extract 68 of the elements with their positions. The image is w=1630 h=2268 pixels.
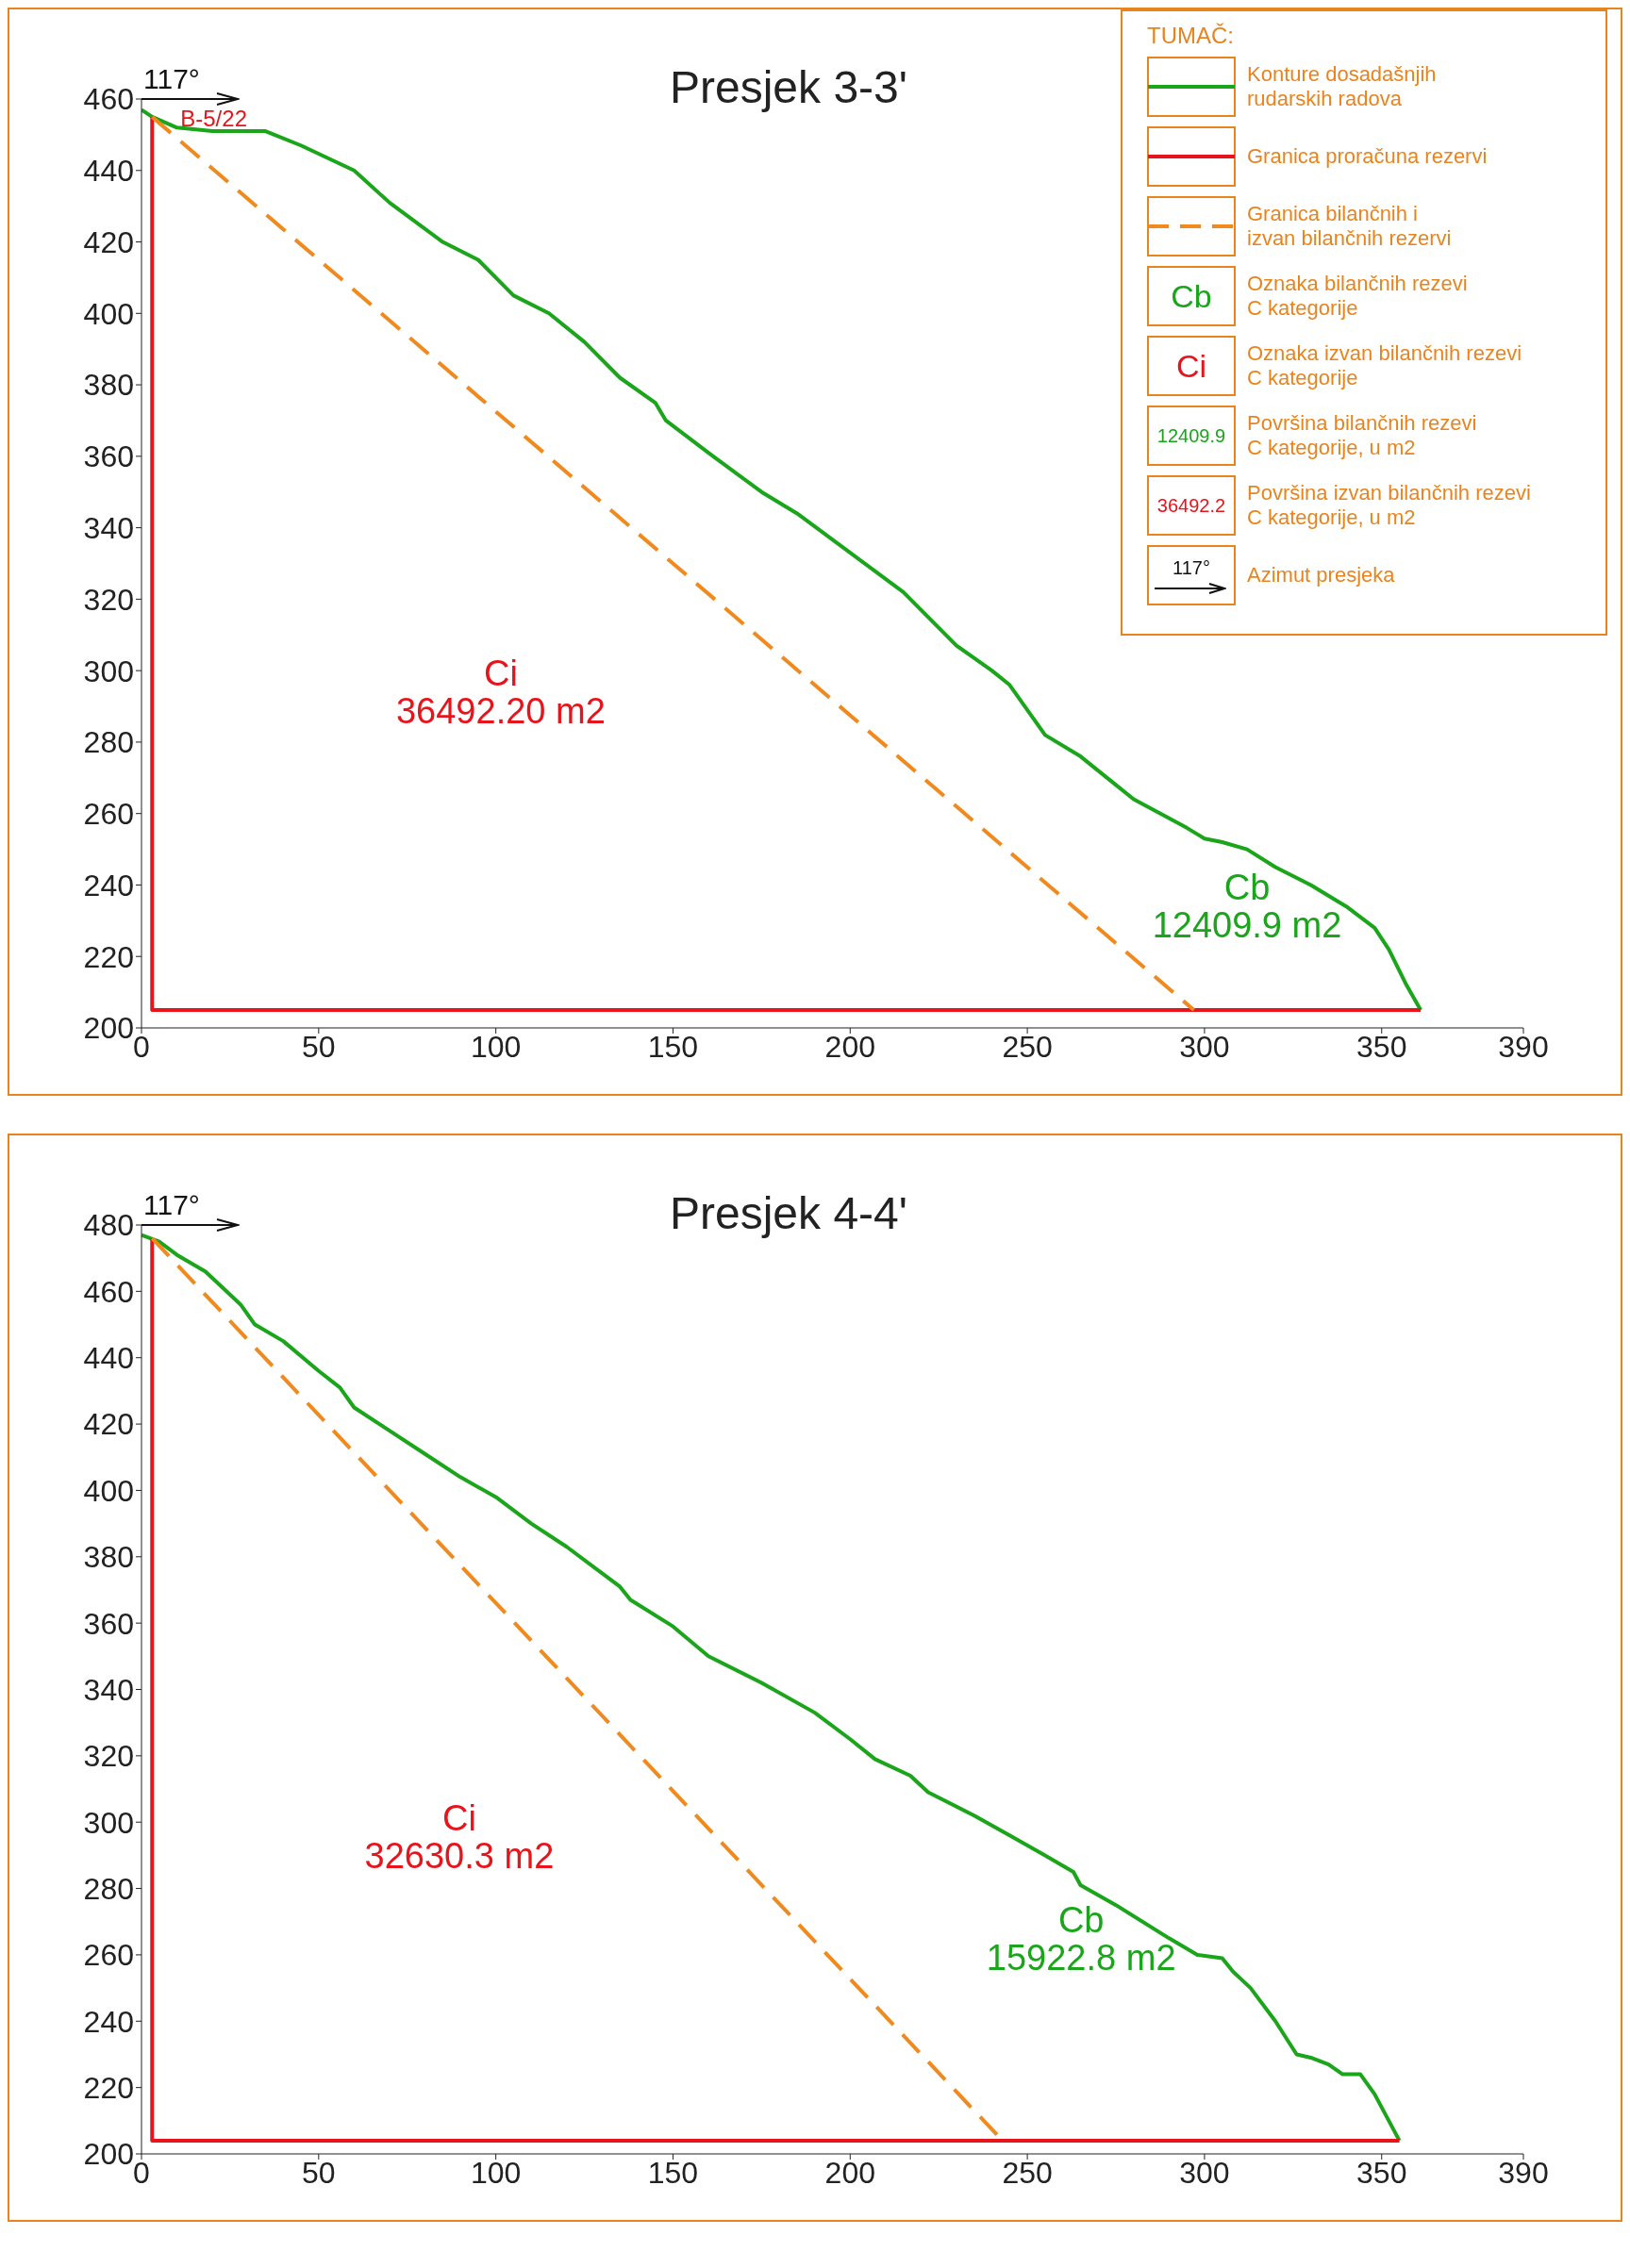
- y-tick-label: 260: [83, 1938, 134, 1973]
- annotation: Površina bilančnih rezevi C kategorije, u m2: [1247, 410, 1477, 461]
- y-tick-label: 340: [83, 1672, 134, 1707]
- annotation: Ci: [1175, 347, 1207, 385]
- text: 117°: [143, 63, 200, 95]
- y-tick-label: 420: [83, 224, 134, 259]
- y-tick-label: 300: [83, 654, 134, 688]
- legend-label: Konture dosadašnjih rudarskih radova: [1247, 61, 1437, 112]
- x-tick-label: 0: [133, 1029, 150, 1064]
- y-tick-label: 280: [83, 1871, 134, 1906]
- y-tick-label: 440: [83, 1341, 134, 1376]
- annotation: Oznaka bilančnih rezevi C kategorije: [1247, 271, 1468, 322]
- x-tick-label: 300: [1179, 1029, 1230, 1064]
- y-tick-label: 400: [83, 1473, 134, 1508]
- y-tick-label: 240: [83, 2004, 134, 2039]
- x-tick-label: 50: [302, 2155, 336, 2190]
- y-tick-label: 360: [83, 1606, 134, 1641]
- y-tick-label: 380: [83, 368, 134, 403]
- x-tick-label: 0: [133, 2155, 150, 2190]
- legend-title: TUMAČ:: [1147, 23, 1235, 49]
- y-tick-label: 420: [83, 1407, 134, 1442]
- y-tick-label: 480: [83, 1208, 134, 1243]
- annotation: 12409.9: [1156, 424, 1226, 447]
- x-tick-label: 200: [824, 2155, 875, 2190]
- annotation: B-5/22: [180, 105, 247, 131]
- x-tick-label: 300: [1179, 2155, 1230, 2190]
- x-tick-label: 150: [647, 2155, 699, 2190]
- annotation: Ci 36492.20 m2: [394, 654, 607, 731]
- chart-title: Presjek 4-4': [670, 1187, 907, 1239]
- annotation: Ci 32630.3 m2: [363, 1797, 556, 1876]
- y-tick-label: 360: [83, 439, 134, 474]
- y-tick-label: 320: [83, 1739, 134, 1774]
- annotation: Cb: [1171, 277, 1212, 315]
- y-tick-label: 460: [83, 82, 134, 117]
- x-tick-label: 250: [1002, 2155, 1053, 2190]
- x-tick-label: 50: [302, 1029, 336, 1064]
- annotation: Oznaka izvan bilančnih rezevi C kategorije: [1247, 340, 1522, 391]
- x-tick-label: 250: [1002, 1029, 1053, 1064]
- y-tick-label: 460: [83, 1274, 134, 1309]
- y-tick-label: 220: [83, 2071, 134, 2105]
- x-tick-label: 350: [1356, 2155, 1407, 2190]
- y-tick-label: 320: [83, 582, 134, 617]
- y-tick-label: 400: [83, 296, 134, 331]
- annotation: 117°: [1173, 556, 1210, 579]
- y-tick-label: 260: [83, 797, 134, 832]
- x-tick-label: 390: [1498, 2155, 1549, 2190]
- x-tick-label: 390: [1498, 1029, 1549, 1064]
- annotation: Cb 12409.9 m2: [1151, 867, 1343, 945]
- x-tick-label: 100: [470, 1029, 522, 1064]
- x-tick-label: 350: [1356, 1029, 1407, 1064]
- chart-title: Presjek 3-3': [670, 61, 907, 113]
- annotation: Azimut presjeka: [1247, 562, 1395, 588]
- legend-label: Granica proračuna rezervi: [1247, 143, 1488, 170]
- y-tick-label: 220: [83, 939, 134, 974]
- annotation: Cb 15922.8 m2: [985, 1900, 1177, 1978]
- y-tick-label: 280: [83, 725, 134, 760]
- legend-label: Granica bilančnih i izvan bilančnih rezervi: [1247, 201, 1452, 252]
- annotation: 36492.2: [1156, 494, 1226, 517]
- y-tick-label: 380: [83, 1540, 134, 1575]
- annotation: Površina izvan bilančnih rezevi C kategorije, u m2: [1247, 480, 1531, 531]
- y-tick-label: 300: [83, 1805, 134, 1840]
- y-tick-label: 340: [83, 510, 134, 545]
- x-tick-label: 100: [470, 2155, 522, 2190]
- x-tick-label: 150: [647, 1029, 699, 1064]
- y-tick-label: 240: [83, 868, 134, 902]
- y-tick-label: 440: [83, 154, 134, 189]
- x-tick-label: 200: [824, 1029, 875, 1064]
- text: 117°: [143, 1189, 200, 1221]
